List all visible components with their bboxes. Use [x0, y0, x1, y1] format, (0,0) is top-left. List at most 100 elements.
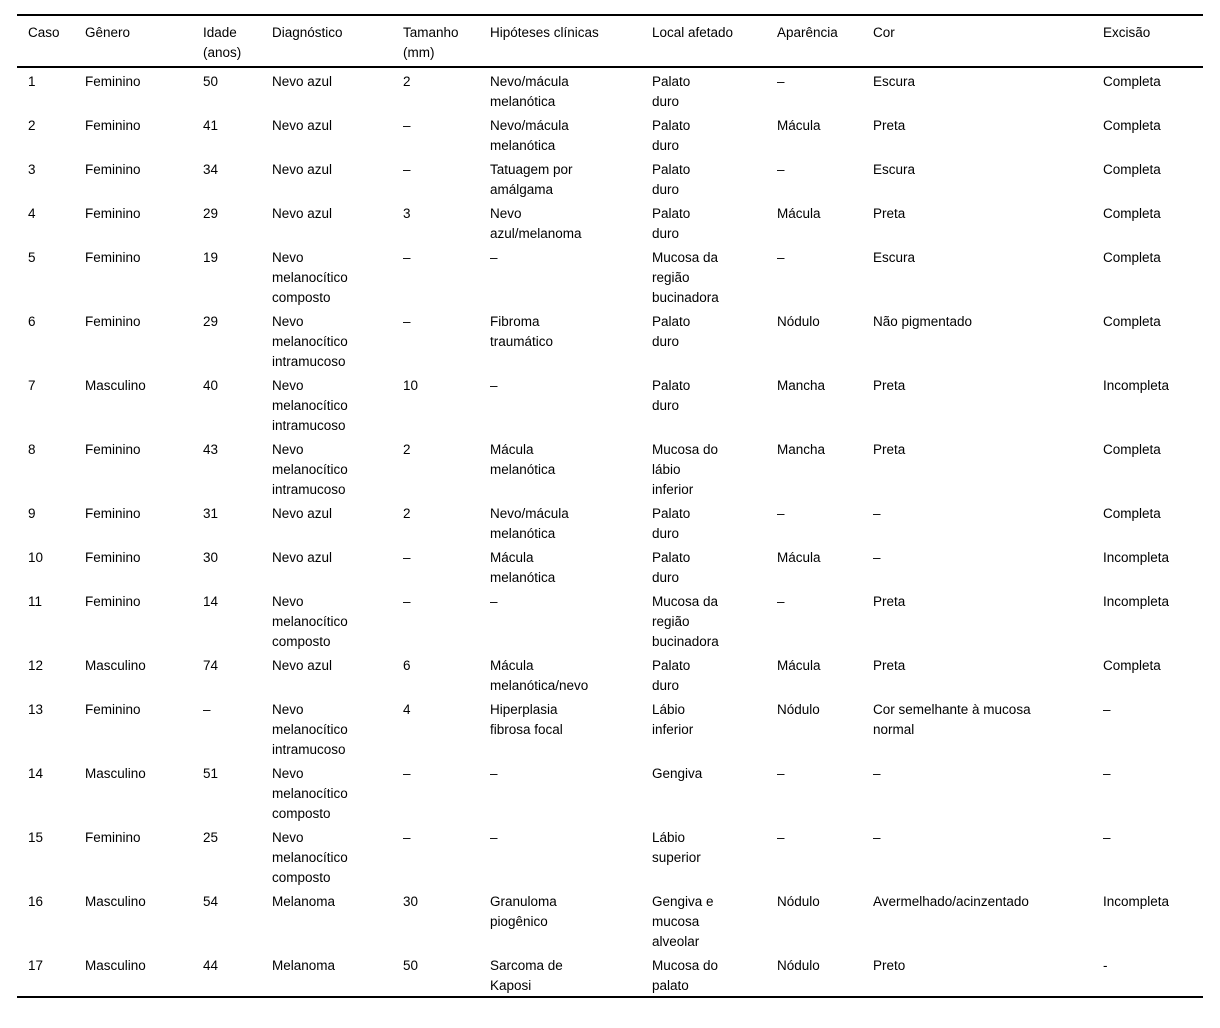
table-cell-cor: Preta	[873, 594, 906, 609]
table-cell-excisao: Incompleta	[1103, 594, 1170, 609]
table-cell-genero: Masculino	[85, 378, 146, 393]
table-cell-genero: Masculino	[85, 894, 146, 909]
table-cell-tamanho: –	[403, 162, 411, 177]
table-row: 12 Masculino 74 Nevo azul 6 Mácula melanótica…	[17, 652, 1203, 696]
table-cell-tamanho: –	[403, 314, 411, 329]
table-row: 8 Feminino 43 Nevo melanocítico intramucoso…	[17, 436, 1203, 500]
table-cell-idade: 25	[203, 830, 219, 845]
table-cell-hipoteses: Nevo/mácula melanótica	[490, 506, 569, 541]
table-cell-local: Palato duro	[652, 314, 691, 349]
table-cell-diagnostico: Nevo azul	[272, 658, 333, 673]
table-cell-genero: Feminino	[85, 550, 141, 565]
table-row: 16 Masculino 54 Melanoma 30 Granuloma piogêni…	[17, 888, 1203, 952]
table-cell-caso: 12	[28, 658, 44, 673]
table-cell-idade: 54	[203, 894, 219, 909]
table-cell-genero: Feminino	[85, 206, 141, 221]
table-cell-caso: 8	[28, 442, 36, 457]
table-cell-cor: Preta	[873, 118, 906, 133]
table-cell-idade: 29	[203, 206, 219, 221]
table-cell-caso: 2	[28, 118, 36, 133]
table-cell-genero: Feminino	[85, 74, 141, 89]
table-header-row: Caso Gênero Idade (anos) Diagnóstico Tamanho…	[17, 15, 1203, 68]
column-header-tamanho: Tamanho (mm)	[392, 15, 479, 68]
table-cell-genero: Feminino	[85, 506, 141, 521]
table-row: 15 Feminino 25 Nevo melanocítico composto – –…	[17, 824, 1203, 888]
table-row: 3 Feminino 34 Nevo azul – Tatuagem por amálga…	[17, 156, 1203, 200]
table-cell-idade: 31	[203, 506, 219, 521]
table-cell-idade: 40	[203, 378, 219, 393]
table-cell-caso: 9	[28, 506, 36, 521]
table-cell-aparencia: Nódulo	[777, 702, 820, 717]
table-cell-aparencia: –	[777, 830, 785, 845]
table-cell-genero: Feminino	[85, 162, 141, 177]
table-cell-idade: 50	[203, 74, 219, 89]
table-cell-cor: Cor semelhante à mucosa normal	[873, 702, 1031, 737]
column-header-local: Local afetado	[641, 15, 766, 68]
table-cell-diagnostico: Nevo azul	[272, 506, 333, 521]
table-row: 11 Feminino 14 Nevo melanocítico composto – –…	[17, 588, 1203, 652]
table-cell-diagnostico: Nevo azul	[272, 74, 333, 89]
table-cell-caso: 7	[28, 378, 36, 393]
table-cell-hipoteses: Mácula melanótica/nevo	[490, 658, 589, 693]
table-cell-cor: –	[873, 830, 881, 845]
table-cell-diagnostico: Nevo melanocítico composto	[272, 830, 348, 885]
table-cell-local: Palato duro	[652, 206, 691, 241]
table-cell-caso: 15	[28, 830, 44, 845]
table-cell-cor: Escura	[873, 162, 916, 177]
table-cell-local: Gengiva	[652, 766, 703, 781]
table-cell-cor: Preto	[873, 958, 906, 973]
table-cell-aparencia: –	[777, 162, 785, 177]
table-cell-genero: Masculino	[85, 958, 146, 973]
table-cell-genero: Feminino	[85, 314, 141, 329]
table-cell-cor: Não pigmentado	[873, 314, 973, 329]
table-cell-cor: –	[873, 766, 881, 781]
table-cell-tamanho: 2	[403, 506, 411, 521]
table-cell-idade: 34	[203, 162, 219, 177]
table-cell-hipoteses: Mácula melanótica	[490, 550, 556, 585]
table-cell-tamanho: 50	[403, 958, 419, 973]
table-cell-tamanho: 6	[403, 658, 411, 673]
table-cell-local: Palato duro	[652, 550, 691, 585]
table-cell-diagnostico: Nevo melanocítico intramucoso	[272, 702, 348, 757]
table-cell-caso: 3	[28, 162, 36, 177]
table-cell-excisao: –	[1103, 766, 1111, 781]
table-cell-local: Palato duro	[652, 162, 691, 197]
table-cell-aparencia: Nódulo	[777, 958, 820, 973]
table-cell-local: Lábio superior	[652, 830, 701, 865]
table-cell-local: Mucosa do lábio inferior	[652, 442, 719, 497]
table-cell-hipoteses: Nevo azul/melanoma	[490, 206, 582, 241]
table-cell-tamanho: –	[403, 594, 411, 609]
table-row: 14 Masculino 51 Nevo melanocítico composto –…	[17, 760, 1203, 824]
table-cell-diagnostico: Melanoma	[272, 958, 336, 973]
table-cell-idade: –	[203, 702, 211, 717]
table-cell-local: Palato duro	[652, 118, 691, 153]
table-cell-local: Mucosa da região bucinadora	[652, 250, 719, 305]
column-header-excisao: Excisão	[1092, 15, 1203, 68]
table-cell-excisao: Incompleta	[1103, 550, 1170, 565]
table-cell-hipoteses: Mácula melanótica	[490, 442, 556, 477]
table-cell-idade: 19	[203, 250, 219, 265]
table-cell-caso: 6	[28, 314, 36, 329]
table-cell-aparencia: Mácula	[777, 550, 821, 565]
column-header-idade: Idade (anos)	[192, 15, 261, 68]
table-cell-diagnostico: Melanoma	[272, 894, 336, 909]
table-row: 1 Feminino 50 Nevo azul 2 Nevo/mácula melanót…	[17, 67, 1203, 112]
table-cell-local: Mucosa da região bucinadora	[652, 594, 719, 649]
table-cell-hipoteses: –	[490, 378, 498, 393]
table-cell-local: Lábio inferior	[652, 702, 694, 737]
table-cell-diagnostico: Nevo azul	[272, 550, 333, 565]
table-cell-excisao: Completa	[1103, 162, 1161, 177]
table-cell-aparencia: –	[777, 506, 785, 521]
table-row: 13 Feminino – Nevo melanocítico intramucoso…	[17, 696, 1203, 760]
table-row: 9 Feminino 31 Nevo azul 2 Nevo/mácula melanót…	[17, 500, 1203, 544]
table-cell-idade: 44	[203, 958, 219, 973]
table-cell-cor: Escura	[873, 74, 916, 89]
table-cell-diagnostico: Nevo azul	[272, 118, 333, 133]
table-row: 5 Feminino 19 Nevo melanocítico composto – – M…	[17, 244, 1203, 308]
table-cell-cor: Preta	[873, 206, 906, 221]
table-cell-excisao: Completa	[1103, 74, 1161, 89]
table-cell-hipoteses: –	[490, 766, 498, 781]
table-cell-aparencia: –	[777, 250, 785, 265]
column-header-caso: Caso	[17, 15, 74, 68]
